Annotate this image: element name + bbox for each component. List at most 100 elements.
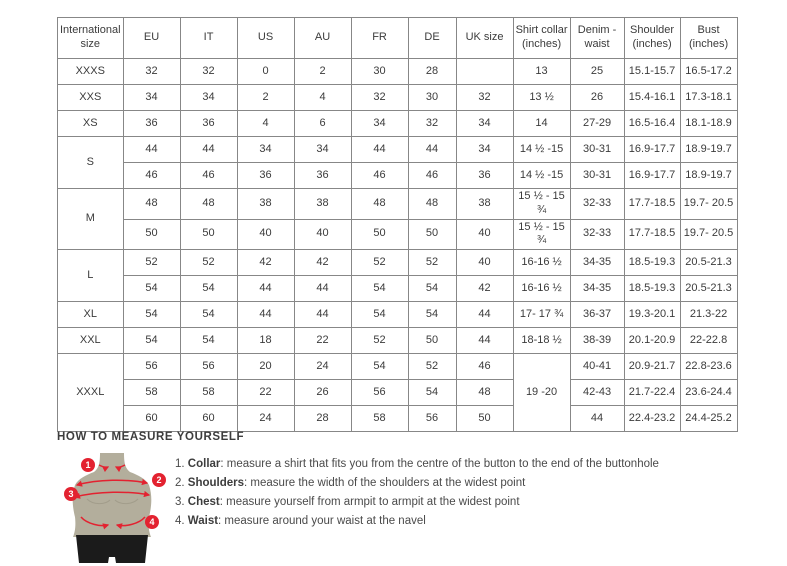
table-row: S 44 44 34 34 44 44 34 14 ½ -15 30-31 16.9-17.7 18.… (57, 136, 738, 189)
size-cell: 18-18 ½ (512, 327, 571, 354)
step-number: 3. (175, 496, 185, 508)
collar-arrow-right (114, 464, 126, 473)
size-cell: 54 (407, 275, 457, 302)
size-cell: 54 (179, 275, 238, 302)
step-description: : measure a shirt that fits you from the… (220, 458, 659, 470)
table-row: 54 54 44 44 54 54 42 16-16 ½ 34-35 18.5-19.3 20.5-… (58, 275, 738, 302)
table-row: XXL 54 54 18 22 52 50 44 18-18 ½ 38-39 20.1-20.9 22… (57, 327, 738, 354)
size-cell: 34-35 (569, 249, 625, 276)
size-cell: 56 (179, 353, 238, 380)
step-description: : measure around your waist at the navel (218, 515, 426, 527)
size-cell: 48 (122, 188, 181, 220)
column-header: Shirt collar (inches) (512, 17, 571, 59)
size-cell: 48 (179, 188, 238, 220)
size-cell: 36 (122, 110, 181, 137)
size-cell: 58 (179, 379, 238, 406)
size-cell: 54 (350, 301, 409, 328)
size-cell: 50 (407, 327, 457, 354)
size-cell: 30 (407, 84, 457, 111)
column-header: Bust (inches) (679, 17, 738, 59)
size-cell: 46 (350, 162, 409, 189)
measurement-diagram-icon: 1 2 3 4 (64, 453, 166, 563)
size-cell: 54 (179, 327, 238, 354)
size-cell: 32-33 (569, 188, 625, 220)
chest-contour (86, 498, 139, 505)
size-cell: 38 (455, 188, 514, 220)
size-cell: 40 (236, 218, 295, 250)
shoulders-arrow (75, 478, 149, 487)
measure-step: 4. Waist: measure around your waist at t… (175, 512, 659, 531)
size-cell: 19.3-20.1 (623, 301, 681, 328)
size-cell: 16-16 ½ (512, 249, 571, 276)
size-cell: 24 (293, 353, 352, 380)
size-cell: 44 (236, 301, 295, 328)
size-cell: 34 (236, 136, 295, 163)
size-cell: 16.5-17.2 (679, 58, 738, 85)
size-cell: 34 (455, 110, 514, 137)
table-row: XS 36 36 4 6 34 32 34 14 27-29 16.5-16.4 18.1-18.9 (57, 110, 738, 137)
size-cell: 22-22.8 (679, 327, 738, 354)
size-cell: 18.5-19.3 (623, 249, 681, 276)
size-cell: 25 (569, 58, 625, 85)
size-cell: 0 (236, 58, 295, 85)
measure-step: 1. Collar: measure a shirt that fits you… (175, 455, 659, 474)
size-cell: 32 (179, 58, 238, 85)
marker-2: 2 (152, 473, 166, 487)
measure-step: 2. Shoulders: measure the width of the s… (175, 474, 659, 493)
table-row: 50 50 40 40 50 50 40 15 ½ - 15 ¾ 32-33 17.7-18.5 1… (58, 218, 738, 250)
size-cell: 44 (122, 136, 181, 163)
size-cell: 22 (236, 379, 295, 406)
size-cell: 4 (293, 84, 352, 111)
size-cell: 36 (179, 110, 238, 137)
size-cell: 13 ½ (512, 84, 571, 111)
size-cell: 18.5-19.3 (623, 275, 681, 302)
size-cell: 40-41 (569, 353, 625, 380)
column-header: US (236, 17, 295, 59)
size-cell: 54 (122, 327, 181, 354)
svg-text:2: 2 (156, 475, 161, 485)
collar-arrow (98, 464, 110, 473)
size-cell: 44 (569, 405, 625, 432)
size-cell: 32-33 (569, 218, 625, 250)
size-cell: 15 ½ - 15 ¾ (512, 188, 571, 220)
size-cell: 48 (455, 379, 514, 406)
size-chart-table: International size EU IT US AU FR DE UK size Shi… (57, 17, 738, 432)
size-cell: 52 (407, 249, 457, 276)
size-cell: 56 (350, 379, 409, 406)
size-cell: 21.3-22 (679, 301, 738, 328)
size-cell: 50 (179, 218, 238, 250)
size-cell: 50 (407, 218, 457, 250)
measure-steps-list: 1. Collar: measure a shirt that fits you… (175, 455, 659, 531)
column-header: IT (179, 17, 238, 59)
table-row: XXS 34 34 2 4 32 30 32 13 ½ 26 15.4-16.1 17.3-18.1 (57, 84, 738, 111)
size-cell: 56 (407, 405, 457, 432)
waist-arrow-right (115, 516, 146, 530)
column-header: DE (407, 17, 457, 59)
column-header: AU (293, 17, 352, 59)
size-cell: 58 (122, 379, 181, 406)
size-cell: 44 (455, 327, 514, 354)
size-cell: 15.1-15.7 (623, 58, 681, 85)
size-cell: 54 (179, 301, 238, 328)
size-cell: S (57, 136, 124, 189)
size-cell: 19.7- 20.5 (679, 188, 738, 220)
size-cell: 22.4-23.2 (623, 405, 681, 432)
table-row: 60 60 24 28 58 56 50 44 22.4-23.2 24.4-25.2 (58, 405, 738, 432)
size-chart-body: XXXS 32 32 0 2 30 28 13 25 15.1-15.7 16.5-17.2 XXS 3… (57, 58, 738, 432)
size-cell: 44 (236, 275, 295, 302)
size-cell: 23.6-24.4 (679, 379, 738, 406)
table-row: L 52 52 42 42 52 52 40 16-16 ½ 34-35 18.5-19.3 20.5… (57, 249, 738, 302)
size-cell: 2 (293, 58, 352, 85)
size-cell: 44 (407, 136, 457, 163)
table-row: XXXS 32 32 0 2 30 28 13 25 15.1-15.7 16.5-17.2 (57, 58, 738, 85)
size-cell: 42 (236, 249, 295, 276)
svg-text:1: 1 (85, 460, 90, 470)
size-cell: 54 (350, 275, 409, 302)
size-cell: XXS (57, 84, 124, 111)
size-cell: 52 (122, 249, 181, 276)
size-cell: 19.7- 20.5 (679, 218, 738, 250)
size-cell: 30 (350, 58, 409, 85)
size-cell: 4 (236, 110, 295, 137)
size-cell: 42 (293, 249, 352, 276)
size-cell: XXXS (57, 58, 124, 85)
